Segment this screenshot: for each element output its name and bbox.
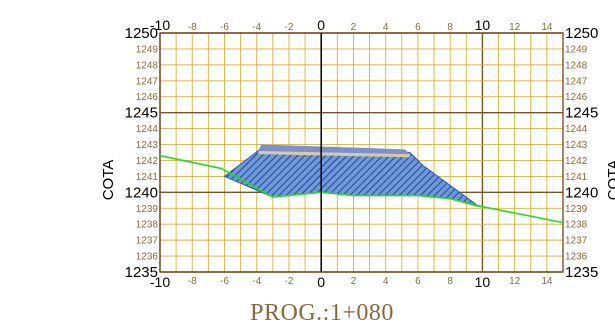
x-tick-label-bottom: -4 [252, 276, 261, 287]
x-tick-label-top: 0 [317, 17, 325, 33]
x-tick-label-bottom: 14 [541, 276, 553, 287]
y-tick-label-left: 1240 [125, 184, 158, 201]
terrain-line [159, 154, 564, 224]
pavement-layer [258, 144, 410, 155]
x-tick-label-top: -2 [285, 22, 294, 33]
y-tick-label-right: 1235 [565, 264, 598, 281]
x-tick-label-bottom: 4 [383, 276, 389, 287]
y-tick-label-left: 1243 [136, 140, 159, 151]
y-tick-label-left: 1235 [125, 264, 158, 281]
y-tick-label-right: 1250 [565, 25, 598, 42]
x-tick-label-top: 8 [447, 22, 453, 33]
y-tick-label-right: 1242 [565, 156, 588, 167]
x-tick-label-top: -4 [252, 22, 261, 33]
y-tick-label-left: 1245 [125, 105, 158, 122]
y-tick-label-left: 1242 [136, 156, 159, 167]
y-axis-label-right: COTA [605, 160, 615, 201]
y-tick-label-left: 1237 [136, 236, 159, 247]
y-tick-label-left: 1246 [136, 92, 159, 103]
x-tick-label-bottom: -6 [220, 276, 229, 287]
x-tick-label-bottom: -8 [188, 276, 197, 287]
terrain-polyline [159, 154, 564, 224]
plot-border [159, 32, 564, 273]
x-tick-label-top: 4 [383, 22, 389, 33]
x-tick-label-top: 12 [509, 22, 521, 33]
y-tick-label-right: 1247 [565, 76, 588, 87]
y-tick-label-right: 1246 [565, 92, 588, 103]
x-tick-label-top: 2 [351, 22, 357, 33]
x-tick-label-bottom: 6 [415, 276, 421, 287]
x-tick-label-bottom: 12 [509, 276, 521, 287]
x-tick-label-top: 14 [541, 22, 553, 33]
x-tick-label-top: -6 [220, 22, 229, 33]
x-tick-label-bottom: 10 [475, 274, 491, 290]
y-tick-label-left: 1238 [136, 220, 159, 231]
y-tick-label-right: 1238 [565, 220, 588, 231]
y-tick-label-left: 1250 [125, 25, 158, 42]
y-tick-label-left: 1241 [136, 172, 159, 183]
y-tick-label-right: 1240 [565, 184, 598, 201]
x-tick-label-bottom: -2 [285, 276, 294, 287]
y-tick-label-right: 1244 [565, 124, 588, 135]
x-tick-label-top: 6 [415, 22, 421, 33]
y-tick-label-right: 1236 [565, 252, 588, 263]
y-tick-label-left: 1247 [136, 76, 159, 87]
y-tick-label-left: 1239 [136, 204, 159, 215]
x-tick-label-bottom: 8 [447, 276, 453, 287]
y-tick-label-left: 1244 [136, 124, 159, 135]
x-tick-label-bottom: 0 [317, 274, 325, 290]
y-tick-label-right: 1241 [565, 172, 588, 183]
y-tick-label-left: 1248 [136, 60, 159, 71]
y-tick-label-right: 1239 [565, 204, 588, 215]
pavement-layer [258, 150, 410, 158]
pavement-layers [258, 144, 410, 158]
x-tick-label-bottom: 2 [351, 276, 357, 287]
y-tick-label-right: 1248 [565, 60, 588, 71]
x-tick-label-top: -8 [188, 22, 197, 33]
y-tick-label-left: 1236 [136, 252, 159, 263]
x-tick-label-top: 10 [475, 17, 491, 33]
section-title: PROG.:1+080 [250, 300, 394, 326]
y-tick-label-right: 1243 [565, 140, 588, 151]
y-axis-label-left: COTA [100, 160, 117, 201]
y-tick-label-right: 1237 [565, 236, 588, 247]
y-tick-label-left: 1249 [136, 44, 159, 55]
y-tick-label-right: 1249 [565, 44, 588, 55]
y-tick-label-right: 1245 [565, 105, 598, 122]
x-tick-label-bottom: -10 [150, 274, 170, 290]
x-tick-label-top: -10 [150, 17, 170, 33]
